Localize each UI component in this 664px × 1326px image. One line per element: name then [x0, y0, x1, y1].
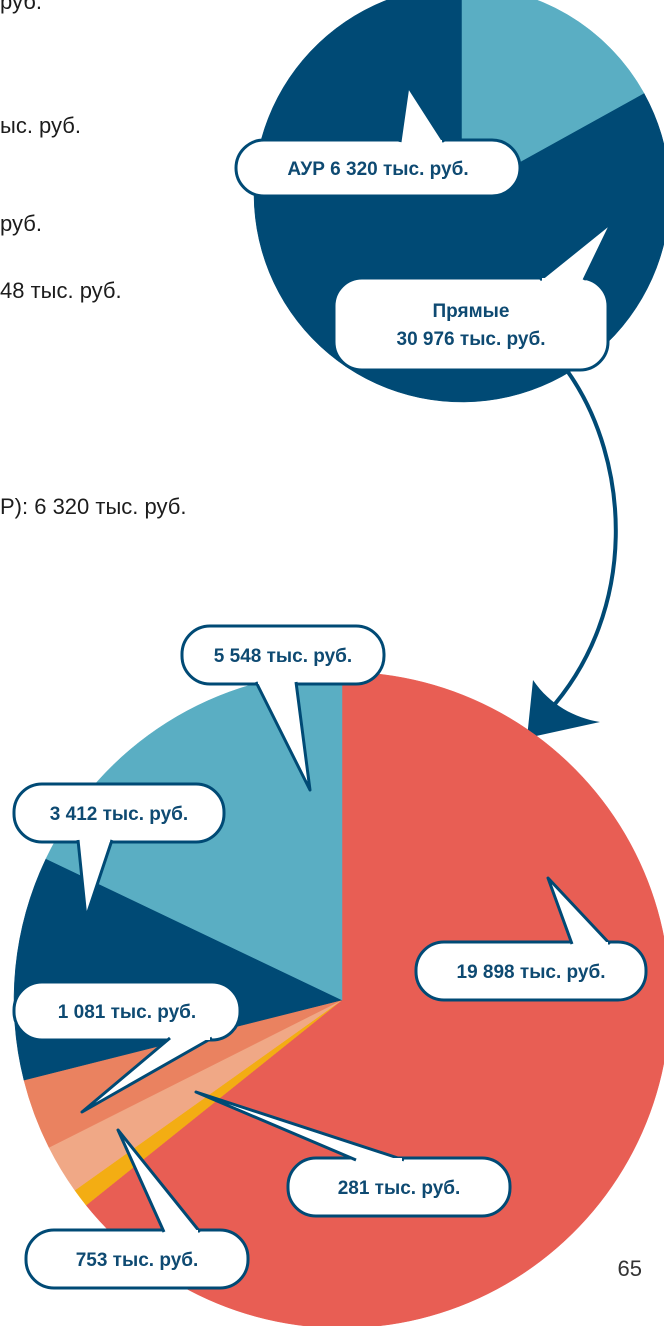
callout-label: Прямые	[433, 301, 510, 322]
callout-box	[414, 940, 648, 1002]
text-fragment: Р): 6 320 тыс. руб.	[0, 494, 187, 519]
callout-label: 30 976 тыс. руб.	[397, 329, 546, 350]
text-fragment: руб.	[0, 0, 42, 14]
callout-label: 1 081 тыс. руб.	[58, 1002, 196, 1023]
callout-label: 753 тыс. руб.	[76, 1250, 199, 1271]
callout: 19 898 тыс. руб.	[414, 876, 648, 1002]
callout-label: 281 тыс. руб.	[338, 1178, 461, 1199]
callout-pointer	[546, 876, 612, 946]
callout-box	[24, 1228, 250, 1290]
callout: 753 тыс. руб.	[24, 1128, 250, 1290]
callout-label: 3 412 тыс. руб.	[50, 804, 188, 825]
callout-box	[234, 138, 522, 198]
callout-label: 5 548 тыс. руб.	[214, 646, 352, 667]
connector-arrow	[546, 370, 618, 714]
callout: 281 тыс. руб.	[194, 1090, 512, 1218]
callout-pointer	[116, 1128, 202, 1233]
callout-label: 19 898 тыс. руб.	[457, 962, 606, 983]
callout-pointer	[539, 220, 614, 282]
text-fragment: ыс. руб.	[0, 113, 81, 138]
pie-slice	[85, 671, 664, 1326]
arrowhead	[527, 680, 600, 738]
callout: АУР 6 320 тыс. руб.	[234, 84, 522, 198]
callout: 1 081 тыс. руб.	[12, 980, 242, 1114]
callout-pointer	[194, 1090, 405, 1162]
callout-box	[332, 276, 610, 372]
callout: 5 548 тыс. руб.	[180, 624, 386, 792]
callout-pointer	[254, 681, 312, 792]
callout-pointer	[80, 1036, 213, 1114]
text-fragment: 48 тыс. руб.	[0, 278, 122, 303]
callout: Прямые 30 976 тыс. руб.	[332, 220, 614, 372]
callout-pointer	[398, 84, 446, 143]
callout-box	[12, 782, 226, 844]
text-fragment: руб.	[0, 211, 42, 236]
callouts: АУР 6 320 тыс. руб. Прямые 30 976 тыс. руб…	[12, 84, 648, 1290]
callout-label: АУР 6 320 тыс. руб.	[287, 159, 468, 180]
callout-pointer	[76, 839, 114, 920]
page-number: 65	[617, 1256, 642, 1281]
callout: 3 412 тыс. руб.	[12, 782, 226, 920]
callout-box	[12, 980, 242, 1042]
